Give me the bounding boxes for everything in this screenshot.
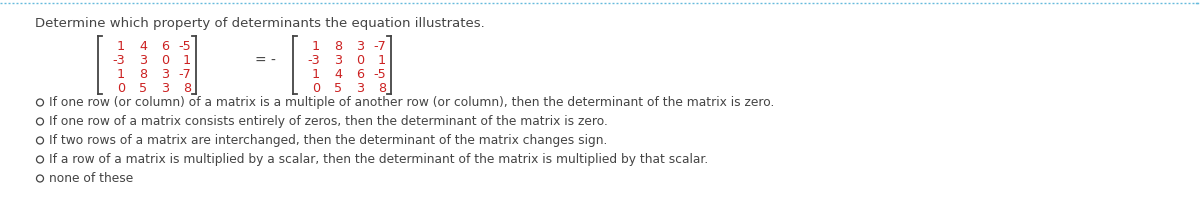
Text: 0: 0 [161,54,169,67]
Text: 0: 0 [356,54,364,67]
Text: -7: -7 [179,68,191,81]
Text: 1: 1 [312,68,320,81]
Text: If two rows of a matrix are interchanged, then the determinant of the matrix cha: If two rows of a matrix are interchanged… [49,134,607,147]
Text: none of these: none of these [49,172,133,185]
Text: 8: 8 [182,82,191,95]
Text: 8: 8 [378,82,386,95]
Text: 3: 3 [356,82,364,95]
Text: 4: 4 [139,40,148,53]
Text: 8: 8 [139,68,148,81]
Text: 1: 1 [378,54,386,67]
Text: 3: 3 [161,82,169,95]
Text: Determine which property of determinants the equation illustrates.: Determine which property of determinants… [35,17,485,30]
Text: -3: -3 [113,54,125,67]
Text: If one row of a matrix consists entirely of zeros, then the determinant of the m: If one row of a matrix consists entirely… [49,115,608,128]
Text: 3: 3 [334,54,342,67]
Text: 3: 3 [139,54,148,67]
Text: -5: -5 [373,68,386,81]
Text: 1: 1 [116,40,125,53]
Text: 8: 8 [334,40,342,53]
Text: If one row (or column) of a matrix is a multiple of another row (or column), the: If one row (or column) of a matrix is a … [49,96,774,109]
Text: 5: 5 [334,82,342,95]
Text: -7: -7 [373,40,386,53]
Text: 6: 6 [356,68,364,81]
Text: 3: 3 [161,68,169,81]
Text: 0: 0 [312,82,320,95]
Text: 3: 3 [356,40,364,53]
Text: 1: 1 [312,40,320,53]
Text: = -: = - [254,53,276,67]
Text: -5: -5 [179,40,191,53]
Text: If a row of a matrix is multiplied by a scalar, then the determinant of the matr: If a row of a matrix is multiplied by a … [49,153,708,166]
Text: -3: -3 [307,54,320,67]
Text: 1: 1 [182,54,191,67]
Text: 4: 4 [334,68,342,81]
Text: 5: 5 [139,82,148,95]
Text: 1: 1 [116,68,125,81]
Text: 6: 6 [161,40,169,53]
Text: 0: 0 [116,82,125,95]
